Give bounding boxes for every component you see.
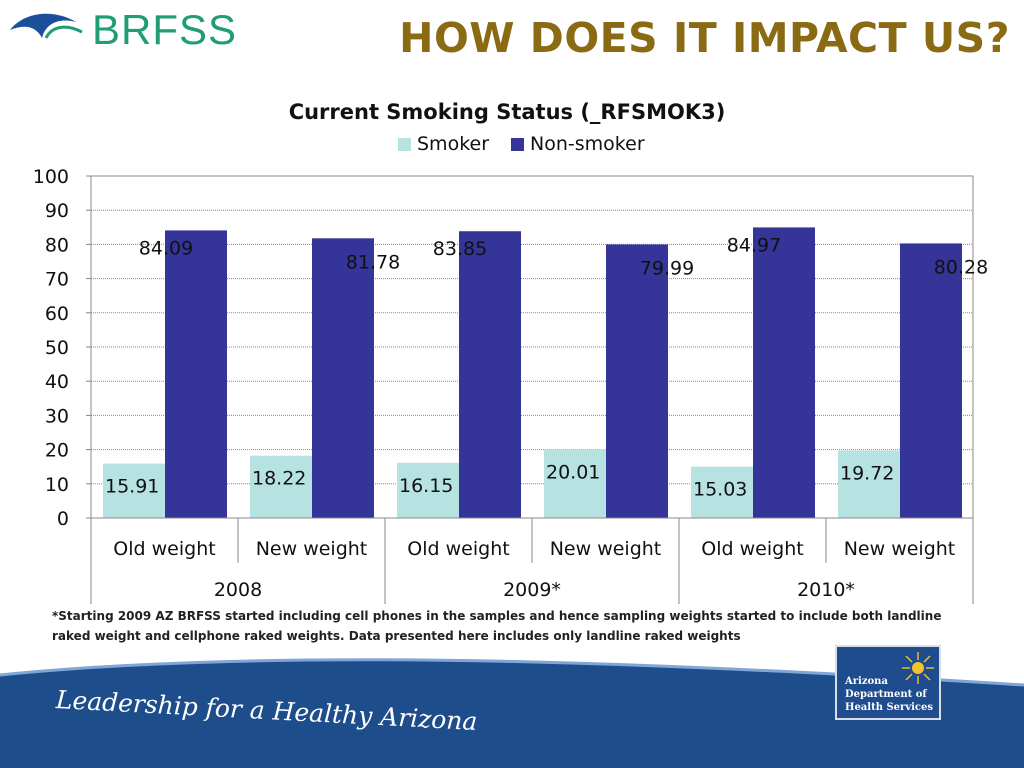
data-label: 84.09 (139, 237, 193, 259)
y-tick-label: 100 (33, 166, 69, 188)
agency-line-2: Department of (845, 689, 927, 700)
x-category-label: New weight (844, 538, 956, 560)
bird-swoosh-icon (10, 13, 76, 38)
bar-smoker (544, 449, 606, 518)
data-label: 18.22 (252, 468, 306, 490)
brfss-logo (10, 13, 83, 39)
data-label: 81.78 (346, 251, 400, 273)
adhs-logo: Arizona Department of Health Services (835, 645, 941, 720)
legend-label-non-smoker: Non-smoker (530, 133, 645, 155)
legend-item-smoker: Smoker (398, 133, 489, 155)
x-category-label: New weight (550, 538, 662, 560)
y-tick-label: 80 (45, 234, 69, 256)
legend-swatch-non-smoker (511, 137, 525, 151)
x-group-label: 2009* (503, 579, 561, 601)
x-category-label: Old weight (701, 538, 803, 560)
y-tick-label: 20 (45, 440, 69, 462)
bar-smoker (397, 462, 459, 518)
agency-line-1: Arizona (845, 676, 888, 687)
data-label: 16.15 (399, 475, 453, 497)
x-category-label: Old weight (407, 538, 509, 560)
data-label: 15.03 (693, 479, 747, 501)
y-tick-label: 30 (45, 405, 69, 427)
y-tick-label: 40 (45, 371, 69, 393)
y-tick-label: 50 (45, 337, 69, 359)
bar-smoker (103, 463, 165, 518)
footnote: *Starting 2009 AZ BRFSS started includin… (52, 609, 942, 643)
bar-non-smoker (459, 231, 521, 518)
chart-title: Current Smoking Status (_RFSMOK3) (288, 100, 726, 124)
bar-non-smoker (165, 230, 227, 518)
x-category-label: New weight (256, 538, 368, 560)
data-label: 83.85 (433, 238, 487, 260)
brfss-logo-text: BRFSS (92, 6, 238, 53)
data-label: 19.72 (840, 463, 894, 485)
legend-item-non-smoker: Non-smoker (511, 133, 645, 155)
chart-legend: Smoker Non-smoker (398, 133, 645, 155)
bar-non-smoker (312, 238, 374, 518)
bar-non-smoker (900, 243, 962, 519)
legend-label-smoker: Smoker (417, 133, 490, 155)
slide-title: HOW DOES IT IMPACT US? (399, 14, 1010, 62)
bar-smoker (691, 466, 753, 518)
bar-smoker (838, 450, 900, 518)
bar-smoker (250, 455, 312, 518)
data-label: 20.01 (546, 462, 600, 484)
x-group-label: 2008 (214, 579, 262, 601)
data-label: 15.91 (105, 476, 159, 498)
data-label: 79.99 (640, 257, 694, 279)
x-category-label: Old weight (113, 538, 215, 560)
bar-non-smoker (753, 227, 815, 519)
y-tick-label: 70 (45, 269, 69, 291)
data-label: 84.97 (727, 234, 781, 256)
bar-chart: 0 10 20 30 40 50 60 70 80 90 100 15.91 84.09 Old weig… (33, 166, 988, 604)
x-group-label: 2010* (797, 579, 855, 601)
bar-non-smoker (606, 244, 668, 518)
sun-icon (902, 652, 934, 684)
y-tick-label: 60 (45, 303, 69, 325)
agency-line-3: Health Services (845, 702, 934, 713)
legend-swatch-smoker (398, 137, 411, 151)
data-label: 80.28 (934, 256, 988, 278)
y-tick-label: 90 (45, 200, 69, 222)
y-tick-label: 0 (57, 508, 69, 530)
y-tick-label: 10 (45, 474, 69, 496)
